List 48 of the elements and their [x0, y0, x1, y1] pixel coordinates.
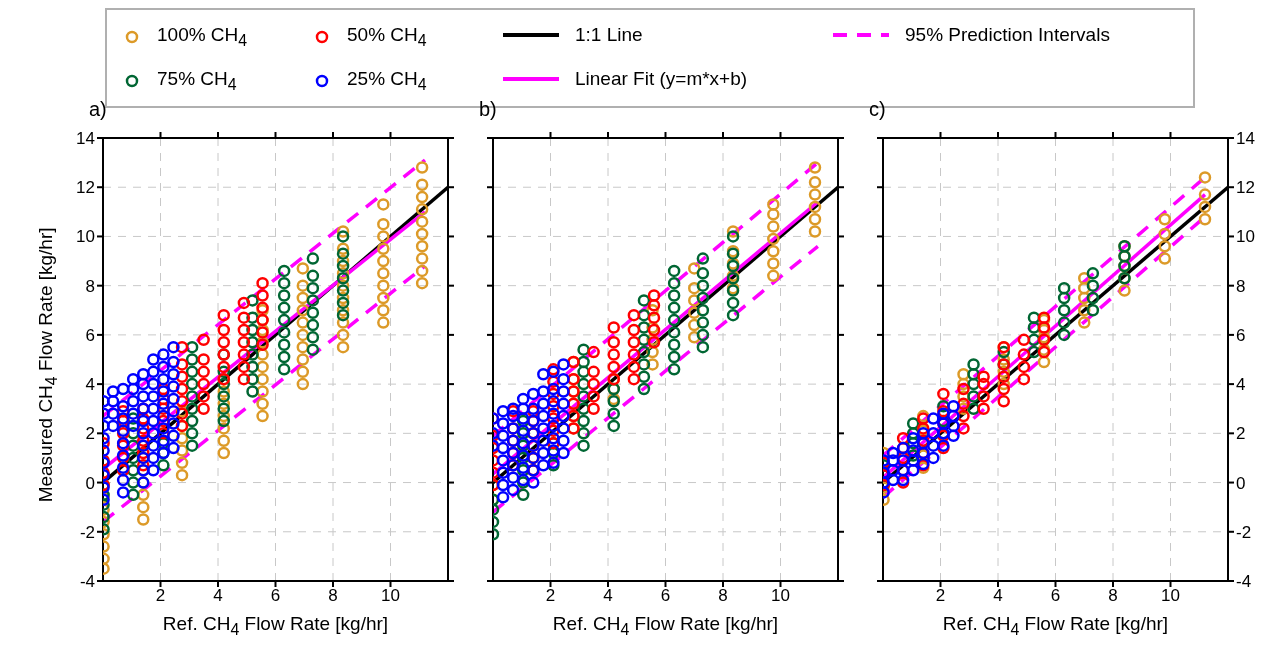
- x-tick-label: 8: [328, 586, 338, 606]
- chart-title: c): [869, 98, 886, 121]
- x-tick-label: 8: [1108, 586, 1118, 606]
- x-tick-label: 10: [1161, 586, 1180, 606]
- legend-label: 50% CH$_{4}$: [347, 24, 427, 50]
- x-tick-label: 4: [213, 586, 223, 606]
- chart-title: b): [479, 98, 497, 121]
- legend-label: Linear Fit (y=m*x+b): [575, 68, 748, 90]
- y-tick-label: 6: [1236, 325, 1246, 345]
- y-tick-label: 14: [76, 129, 95, 149]
- y-tick-label: -4: [1236, 572, 1252, 592]
- y-tick-label: 4: [1236, 375, 1246, 395]
- y-tick-label: 12: [76, 178, 95, 198]
- y-tick-label: 0: [85, 473, 95, 493]
- x-tick-label: 4: [993, 586, 1003, 606]
- x-tick-label: 2: [935, 586, 946, 606]
- x-axis-title: Ref. CH$_{4}$ Flow Rate [kg/hr]: [551, 613, 780, 639]
- x-tick-label: 6: [270, 586, 281, 606]
- y-tick-label: 2: [85, 424, 95, 444]
- y-tick-label: 2: [1236, 424, 1246, 444]
- legend-label: 25% CH$_{4}$: [347, 68, 427, 94]
- y-tick-label: 14: [1236, 129, 1255, 149]
- x-tick-label: 6: [1050, 586, 1061, 606]
- x-tick-label: 2: [155, 586, 166, 606]
- legend-label: 95% Prediction Intervals: [905, 24, 1110, 46]
- x-tick-label: 10: [381, 586, 400, 606]
- y-tick-label: 12: [1236, 178, 1255, 198]
- y-tick-label: 4: [85, 375, 95, 395]
- x-tick-label: 8: [718, 586, 728, 606]
- y-tick-label: -2: [1236, 522, 1252, 542]
- x-tick-label: 2: [545, 586, 556, 606]
- x-axis-title: Ref. CH$_{4}$ Flow Rate [kg/hr]: [161, 613, 390, 639]
- y-tick-label: 8: [85, 276, 95, 296]
- legend-label: 1:1 Line: [575, 24, 643, 46]
- y-tick-label: 6: [85, 325, 95, 345]
- y-tick-label: -2: [79, 522, 95, 542]
- y-tick-label: -4: [79, 572, 95, 592]
- y-tick-label: 8: [1236, 276, 1246, 296]
- chart-title: a): [89, 98, 107, 121]
- x-tick-label: 10: [771, 586, 790, 606]
- y-tick-label: 10: [76, 227, 95, 247]
- legend-label: 75% CH$_{4}$: [157, 68, 237, 94]
- y-tick-label: 0: [1236, 473, 1246, 493]
- x-axis-title: Ref. CH$_{4}$ Flow Rate [kg/hr]: [941, 613, 1170, 639]
- x-tick-label: 4: [603, 586, 613, 606]
- x-tick-label: 6: [660, 586, 671, 606]
- y-tick-label: 10: [1236, 227, 1255, 247]
- legend-label: 100% CH$_{4}$: [157, 24, 248, 50]
